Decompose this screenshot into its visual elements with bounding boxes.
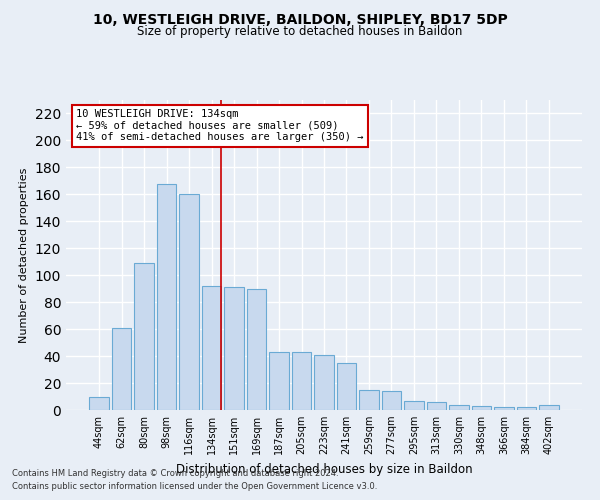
- Bar: [247, 288, 266, 410]
- Bar: [269, 352, 289, 410]
- Text: 10, WESTLEIGH DRIVE, BAILDON, SHIPLEY, BD17 5DP: 10, WESTLEIGH DRIVE, BAILDON, SHIPLEY, B…: [92, 12, 508, 26]
- X-axis label: Distribution of detached houses by size in Baildon: Distribution of detached houses by size …: [176, 462, 472, 475]
- Bar: [292, 352, 311, 410]
- Text: 10 WESTLEIGH DRIVE: 134sqm
← 59% of detached houses are smaller (509)
41% of sem: 10 WESTLEIGH DRIVE: 134sqm ← 59% of deta…: [76, 110, 364, 142]
- Bar: [112, 328, 131, 410]
- Bar: [472, 406, 491, 410]
- Bar: [404, 400, 424, 410]
- Bar: [494, 408, 514, 410]
- Text: Size of property relative to detached houses in Baildon: Size of property relative to detached ho…: [137, 25, 463, 38]
- Text: Contains public sector information licensed under the Open Government Licence v3: Contains public sector information licen…: [12, 482, 377, 491]
- Text: Contains HM Land Registry data © Crown copyright and database right 2024.: Contains HM Land Registry data © Crown c…: [12, 468, 338, 477]
- Bar: [314, 354, 334, 410]
- Bar: [359, 390, 379, 410]
- Bar: [539, 404, 559, 410]
- Bar: [179, 194, 199, 410]
- Bar: [224, 288, 244, 410]
- Bar: [517, 408, 536, 410]
- Bar: [382, 391, 401, 410]
- Y-axis label: Number of detached properties: Number of detached properties: [19, 168, 29, 342]
- Bar: [134, 263, 154, 410]
- Bar: [202, 286, 221, 410]
- Bar: [89, 396, 109, 410]
- Bar: [449, 404, 469, 410]
- Bar: [427, 402, 446, 410]
- Bar: [337, 363, 356, 410]
- Bar: [157, 184, 176, 410]
